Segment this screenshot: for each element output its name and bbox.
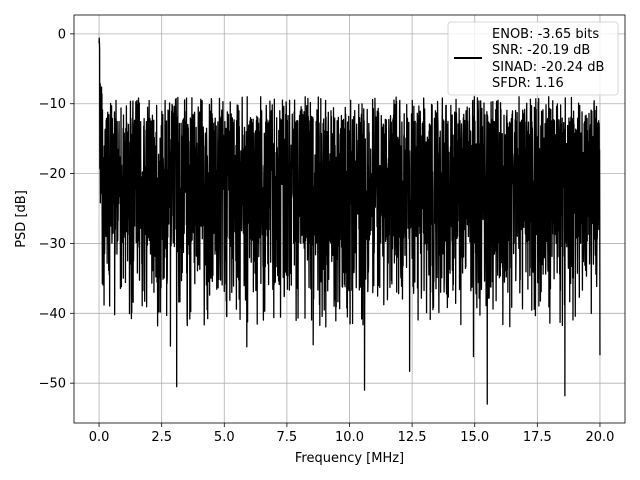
y-tick-label: −40: [39, 307, 66, 322]
legend-text-enob: ENOB: -3.65 bits: [492, 27, 599, 42]
x-tick-label: 2.5: [151, 430, 172, 445]
y-tick-label: −50: [39, 377, 66, 392]
series-layer: [98, 37, 601, 405]
y-axis-label: PSD [dB]: [14, 190, 29, 248]
x-tick-label: 7.5: [277, 430, 298, 445]
ticks: 0.0 2.5 5.0 7.5 10.0 12.5 15.0 17.5 20.0 0 −10 −20 −…: [39, 27, 615, 445]
legend-text-sfdr: SFDR: 1.16: [492, 76, 564, 91]
y-tick-label: −30: [39, 237, 66, 252]
psd-series-line: [98, 37, 601, 405]
y-tick-label: −10: [39, 97, 66, 112]
legend-text-sinad: SINAD: -20.24 dB: [492, 60, 604, 75]
y-tick-label: −20: [39, 167, 66, 182]
x-tick-label: 5.0: [214, 430, 235, 445]
x-axis-label: Frequency [MHz]: [295, 451, 404, 466]
x-tick-label: 15.0: [460, 430, 489, 445]
legend-box: [447, 21, 619, 96]
x-tick-label: 17.5: [523, 430, 552, 445]
x-tick-label: 12.5: [398, 430, 427, 445]
legend: ENOB: -3.65 bits SNR: -20.19 dB SINAD: -…: [447, 21, 619, 96]
x-tick-label: 10.0: [335, 430, 364, 445]
x-tick-label: 0.0: [89, 430, 110, 445]
y-tick-label: 0: [58, 27, 66, 42]
legend-text-snr: SNR: -20.19 dB: [492, 43, 590, 58]
x-tick-label: 20.0: [585, 430, 614, 445]
